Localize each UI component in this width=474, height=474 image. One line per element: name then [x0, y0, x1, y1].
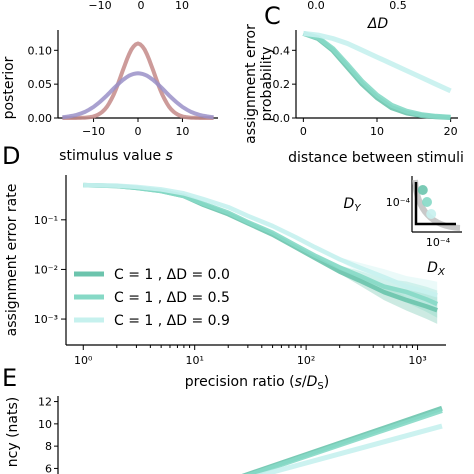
- inset-point-0: [417, 185, 428, 195]
- panel-c-series-1: [302, 30, 451, 120]
- panel-d-series-2: [83, 182, 438, 298]
- posterior-xtick-label: 0: [135, 125, 142, 138]
- panel-c-ytick-label: 0.0: [273, 112, 291, 125]
- panel-d-xlabel: precision ratio (s/DS): [185, 374, 329, 392]
- panel-e-ytick-label: 12: [38, 396, 52, 409]
- panel-c-xtick-label: 0: [300, 125, 307, 138]
- panel-e: 6 8 10 12: [38, 396, 443, 474]
- panel-c-ylabel-line1: assignment error: [243, 24, 259, 144]
- panel-d-series-1: [83, 182, 439, 307]
- panel-d-xtick-label: 10⁰: [74, 354, 93, 367]
- panel-d-ylabel: assignment error rate: [4, 184, 20, 337]
- panel-e-series-1: [245, 408, 443, 474]
- posterior-curve-0: [62, 41, 214, 120]
- top-tick-right: 10: [175, 0, 189, 12]
- panel-d-legend-label-1: C = 1 , ΔD = 0.5: [114, 290, 230, 306]
- panel-d-legend-label-0: C = 1 , ΔD = 0.0: [114, 267, 230, 283]
- panel-c-ylabel-line2: probability: [259, 47, 275, 122]
- panel-c-ytick-label: 0.4: [273, 44, 291, 57]
- inset-ytick-label: 10⁻⁴: [386, 196, 411, 209]
- panel-d-xtick-label: 10²: [297, 354, 315, 367]
- panel-d-ytick-label: 10⁻³: [34, 313, 58, 326]
- inset-point-2: [426, 209, 437, 219]
- posterior-ytick-label: 0.10: [28, 44, 53, 57]
- posterior-ylabel: posterior: [1, 56, 17, 119]
- panel-d-legend-label-2: C = 1 , ΔD = 0.9: [114, 313, 230, 329]
- panel-e-ytick-label: 6: [45, 462, 52, 474]
- panel-c: 0 10 20 0.0 0.2 0.4: [273, 30, 458, 138]
- inset-point-1: [422, 197, 432, 207]
- panel-d-xtick-label: 10³: [408, 354, 426, 367]
- panel-e-letter: E: [2, 364, 17, 392]
- inset-xlabel: DX: [427, 260, 446, 278]
- panel-e-ytick-label: 8: [45, 440, 52, 453]
- posterior-xlabel: stimulus value s: [59, 148, 173, 164]
- inset-black-path: [414, 182, 456, 226]
- panel-d-xtick-label: 10¹: [185, 354, 203, 367]
- panel-c-xtick-label: 10: [370, 125, 384, 138]
- panel-c-series-2: [303, 30, 452, 94]
- panel-d-ytick-label: 10⁻¹: [34, 214, 58, 227]
- panel-e-series-2: [255, 423, 443, 474]
- top-tick-left: −10: [88, 0, 111, 12]
- panel-c-letter: C: [264, 2, 281, 30]
- posterior-ytick-label: 0.00: [28, 112, 53, 125]
- panel-c-xtick-label: 20: [444, 125, 458, 138]
- posterior-xtick-label: −10: [82, 125, 105, 138]
- posterior-panel: −10 0 10 0.00 0.05 0.10: [28, 30, 218, 138]
- panel-e-ytick-label: 10: [38, 418, 52, 431]
- inset-xtick-label: 10⁻⁴: [426, 236, 451, 249]
- panel-c-xlabel: distance between stimuli: [288, 150, 464, 166]
- panel-d: 10⁰ 10¹ 10² 10³ 10⁻¹ 10⁻² 10⁻³ C = 1 , ΔD = 0.0…: [34, 175, 462, 367]
- panel-c-ytick-label: 0.2: [273, 78, 291, 91]
- inset-ylabel: DY: [344, 196, 362, 214]
- panel-d-letter: D: [2, 142, 20, 170]
- panel-d-ytick-label: 10⁻²: [34, 263, 58, 276]
- top-right-tick-left: 0.0: [307, 0, 325, 12]
- top-tick-mid: 0: [138, 0, 145, 12]
- posterior-xtick-label: 10: [175, 125, 189, 138]
- top-right-axis-label: ΔD: [367, 16, 389, 32]
- panel-e-ylabel: ncy (nats): [5, 397, 21, 467]
- posterior-ytick-label: 0.05: [28, 78, 53, 91]
- panel-e-series-0: [241, 405, 443, 474]
- posterior-curve-1: [62, 71, 214, 120]
- top-right-tick-right: 0.5: [389, 0, 407, 12]
